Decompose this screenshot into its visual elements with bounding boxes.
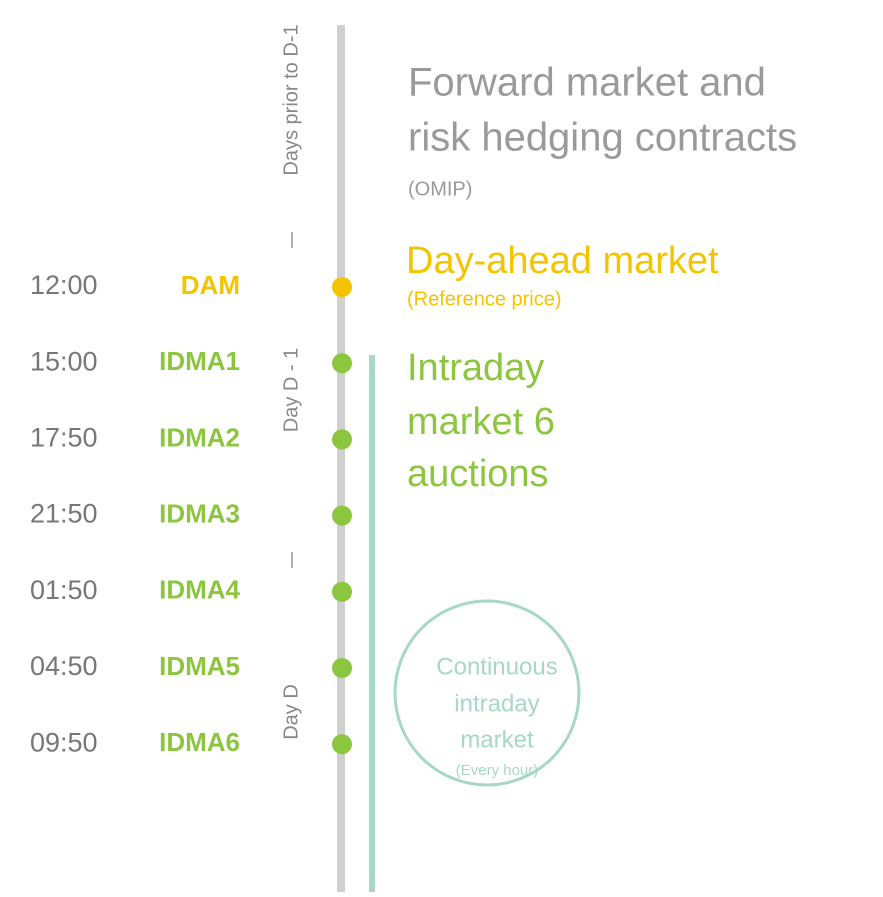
- event-time: 12:00: [30, 270, 98, 300]
- continuous-circle: [393, 599, 581, 787]
- continuous-note: (Every hour): [456, 762, 539, 779]
- continuous-line: [369, 355, 375, 892]
- main-timeline: [337, 25, 345, 892]
- event-dot: [332, 658, 352, 678]
- event-dot: [332, 429, 352, 450]
- event-dot: [332, 581, 352, 602]
- continuous-title: Continuous: [436, 653, 557, 680]
- event-dot: [332, 734, 352, 755]
- event-time: 04:50: [30, 651, 98, 681]
- event-time: 17:50: [30, 423, 98, 453]
- event-time: 09:50: [30, 727, 98, 757]
- forward-title: Forward market and: [408, 61, 766, 105]
- period-label: Day D - 1: [280, 348, 302, 432]
- event-dot: [332, 277, 352, 297]
- event-label: DAM: [181, 270, 240, 300]
- period-label: Days prior to D-1: [280, 24, 302, 175]
- day-ahead-note: (Reference price): [407, 288, 562, 310]
- continuous-title: market: [460, 726, 534, 753]
- continuous-title: intraday: [454, 690, 539, 717]
- period-label: Day D: [280, 684, 302, 740]
- intraday-title: market 6: [407, 401, 555, 443]
- event-time: 01:50: [30, 575, 98, 605]
- event-time: 15:00: [30, 346, 98, 376]
- events: 12:00 DAM 15:00 IDMA1 17:50 IDMA2 21:50 IDMA3 01…: [30, 270, 352, 757]
- event-label: IDMA6: [159, 727, 240, 757]
- event-label: IDMA3: [159, 498, 240, 528]
- forward-note: (OMIP): [408, 178, 472, 200]
- intraday-title: Intraday: [407, 347, 544, 389]
- event-label: IDMA2: [159, 422, 240, 452]
- event-dot: [332, 505, 352, 526]
- day-ahead-title: Day-ahead market: [406, 240, 719, 282]
- event-label: IDMA1: [159, 346, 240, 376]
- event-label: IDMA4: [159, 575, 240, 605]
- event-label: IDMA5: [159, 651, 240, 681]
- event-dot: [332, 353, 352, 374]
- intraday-title: auctions: [407, 453, 549, 495]
- forward-title: risk hedging contracts: [408, 116, 797, 160]
- event-time: 21:50: [30, 499, 98, 529]
